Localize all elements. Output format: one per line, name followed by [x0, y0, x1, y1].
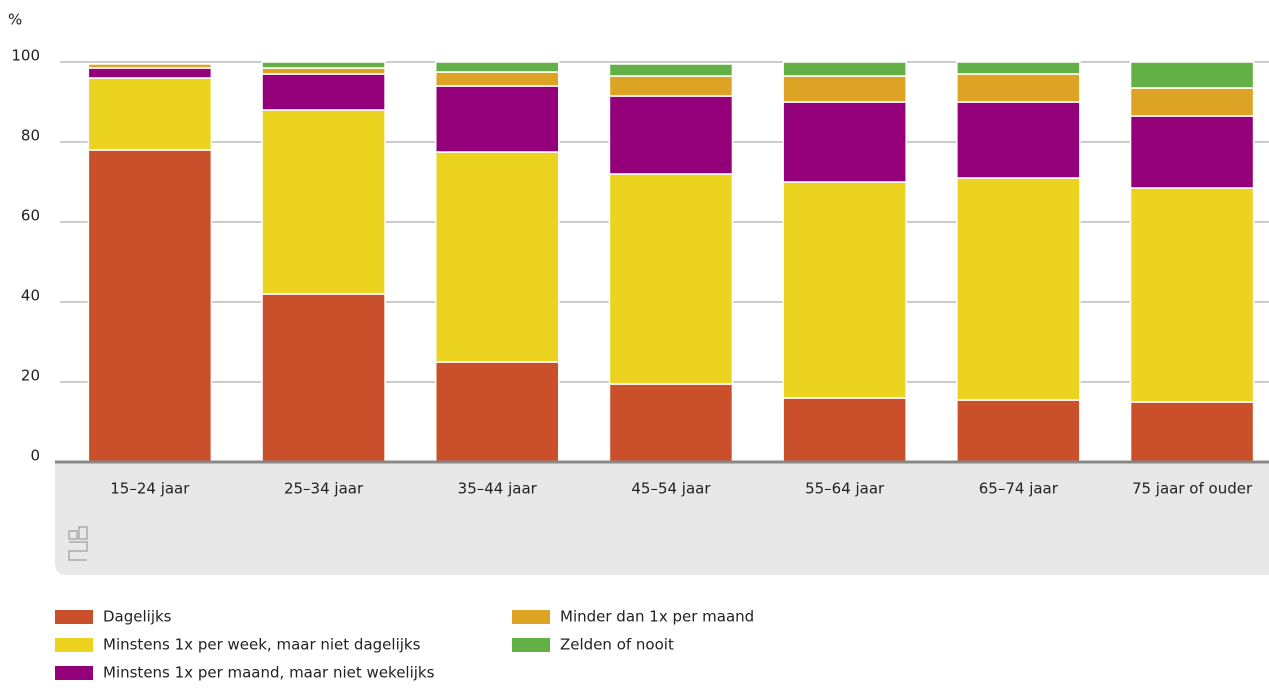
bar-segment	[1129, 115, 1255, 189]
bar-segment	[435, 361, 560, 463]
bar-segment	[261, 73, 386, 111]
x-tick-label: 55–64 jaar	[805, 480, 885, 498]
bar-segment	[87, 67, 213, 79]
bar-segment	[608, 173, 734, 385]
bar-segment	[435, 85, 560, 153]
bar-segment	[782, 397, 907, 463]
y-tick-label: 40	[21, 287, 40, 305]
bar-segment	[608, 75, 734, 97]
y-tick-label: 100	[11, 47, 40, 65]
bar-segment	[87, 149, 213, 463]
x-tick-label: 25–34 jaar	[284, 480, 364, 498]
bar-segment	[782, 61, 907, 77]
bar-segment	[1129, 187, 1255, 403]
bar-segment	[435, 151, 560, 363]
x-tick-label: 75 jaar of ouder	[1132, 480, 1253, 498]
bar-segment	[608, 63, 734, 77]
bar-segment	[782, 181, 907, 399]
legend-label: Minstens 1x per week, maar niet dagelijk…	[103, 636, 421, 654]
x-tick-label: 35–44 jaar	[458, 480, 538, 498]
bar-segment	[956, 399, 1081, 463]
legend-swatch	[55, 638, 93, 652]
bar-segment	[782, 101, 907, 183]
bar-segment	[261, 293, 386, 463]
legend-label: Minder dan 1x per maand	[560, 608, 754, 626]
bar-segment	[956, 61, 1081, 75]
bar-segment	[87, 77, 213, 151]
y-tick-label: 60	[21, 207, 40, 225]
bar-segment	[956, 101, 1081, 179]
y-tick-label: 20	[21, 367, 40, 385]
bar-segment	[608, 95, 734, 175]
bar-segment	[435, 61, 560, 73]
bar-segment	[956, 177, 1081, 401]
bar-segment	[1129, 401, 1255, 463]
bar-segment	[956, 73, 1081, 103]
bar-segment	[608, 383, 734, 463]
bar-segment	[261, 67, 386, 75]
x-tick-label: 45–54 jaar	[631, 480, 711, 498]
logo	[68, 526, 88, 561]
x-tick-label: 15–24 jaar	[110, 480, 190, 498]
bar-segment	[261, 61, 386, 69]
bar-segment	[1129, 61, 1255, 89]
bar-segment	[261, 109, 386, 295]
bar-segment	[435, 71, 560, 87]
legend-label: Minstens 1x per maand, maar niet wekelij…	[103, 664, 435, 682]
bar-segment	[87, 63, 213, 69]
legend-swatch	[55, 610, 93, 624]
legend-swatch	[512, 638, 550, 652]
bar-segment	[1129, 87, 1255, 117]
bar-segment	[782, 75, 907, 103]
legend-swatch	[512, 610, 550, 624]
y-tick-label: 80	[21, 127, 40, 145]
y-unit: %	[8, 11, 22, 29]
x-tick-label: 65–74 jaar	[979, 480, 1059, 498]
y-tick-label: 0	[30, 447, 40, 465]
legend-label: Dagelijks	[103, 608, 172, 626]
axis-panel	[55, 462, 1269, 575]
legend-label: Zelden of nooit	[560, 636, 674, 654]
legend-swatch	[55, 666, 93, 680]
